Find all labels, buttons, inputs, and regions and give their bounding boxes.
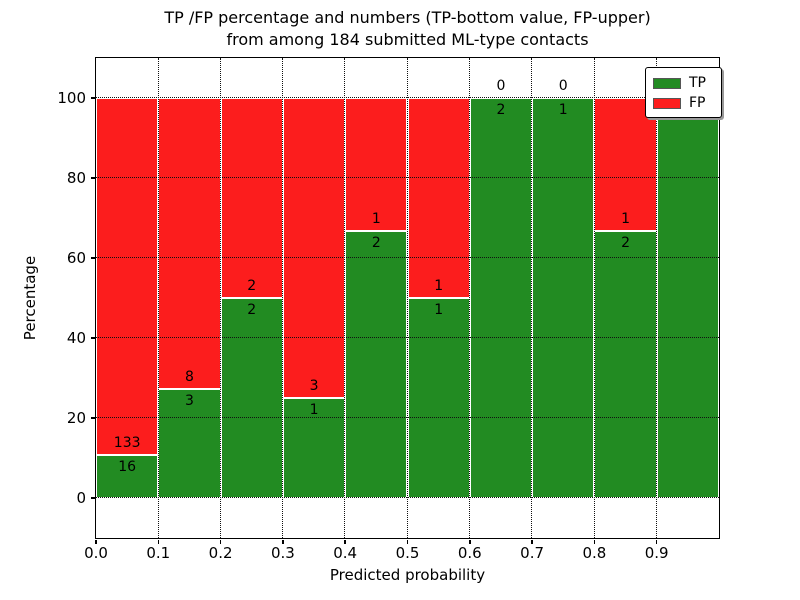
y-tick-label: 20: [66, 409, 86, 427]
x-gridline: [655, 58, 657, 538]
x-tick-label: 0.0: [84, 544, 108, 562]
x-tick-mark: [344, 539, 346, 544]
bar-segment-tp: [96, 455, 159, 498]
bar-label-tp: 2: [371, 235, 381, 252]
bar-label-fp: 1: [621, 211, 630, 228]
x-tick-mark: [469, 539, 471, 544]
bar-segment-fp: [282, 98, 346, 398]
bar-segment-fp: [220, 98, 283, 298]
x-gridline: [469, 58, 470, 538]
x-gridline: [157, 58, 159, 538]
bar-segment-tp: [532, 98, 595, 498]
x-tick-mark: [531, 539, 533, 544]
legend: TP FP: [645, 67, 722, 118]
bar-label-tp: 1: [434, 302, 444, 318]
bar-label-fp: 8: [184, 368, 194, 385]
x-tick-mark: [157, 539, 160, 544]
chart-title-line1: TP /FP percentage and numbers (TP-bottom…: [164, 8, 651, 27]
bar-segment-fp: [345, 98, 408, 232]
x-gridline: [219, 58, 221, 538]
y-tick-mark: [90, 257, 95, 259]
bar-segment-tp: [282, 398, 346, 498]
legend-label-tp: TP: [689, 75, 706, 91]
y-tick-label: 40: [66, 329, 86, 347]
y-axis-label: Percentage: [21, 255, 39, 341]
legend-item-tp: TP: [653, 73, 715, 93]
x-tick-label: 0.2: [208, 544, 233, 562]
x-axis-label: Predicted probability: [329, 566, 486, 584]
x-tick-mark: [406, 539, 409, 544]
y-tick-mark: [90, 177, 95, 179]
bar-label-tp: 2: [621, 235, 630, 252]
x-tick-label: 0.4: [333, 544, 358, 562]
bar-label-tp: 3: [184, 392, 194, 409]
bar-label-fp: 0: [558, 78, 568, 94]
x-tick-label: 0.7: [520, 544, 545, 562]
y-tick-mark: [90, 417, 95, 419]
bar-segment-tp: [469, 98, 533, 498]
bar-segment-tp: [594, 231, 657, 498]
bar-label-fp: 3: [309, 378, 319, 394]
x-gridline: [282, 58, 284, 538]
y-tick-label: 0: [76, 489, 86, 507]
bar-label-fp: 133: [113, 435, 141, 452]
x-gridline: [344, 58, 346, 538]
bar-label-fp: 0: [496, 78, 506, 94]
x-tick-mark: [219, 539, 222, 544]
bar-segment-fp: [96, 98, 159, 456]
bar-segment-tp: [220, 298, 283, 498]
bar-label-fp: 1: [434, 278, 444, 294]
bar-label-fp: 1: [371, 211, 381, 228]
chart-title-line2: from among 184 submitted ML-type contact…: [226, 30, 589, 50]
x-tick-label: 0.5: [395, 544, 420, 562]
bar-label-tp: 2: [247, 302, 257, 318]
bar-label-tp: 1: [558, 102, 568, 118]
x-gridline: [531, 58, 533, 538]
y-tick-mark: [90, 337, 95, 339]
y-tick-label: 100: [57, 89, 86, 107]
bar-label-tp: 16: [118, 459, 137, 476]
x-tick-label: 0.8: [582, 544, 607, 562]
x-tick-mark: [282, 539, 284, 544]
bar-segment-tp: [345, 231, 408, 498]
y-tick-label: 60: [66, 249, 86, 267]
legend-item-fp: FP: [653, 93, 715, 113]
bar-segment-tp: [656, 98, 719, 498]
bar-segment-fp: [158, 98, 221, 389]
chart-title: TP /FP percentage and numbers (TP-bottom…: [96, 7, 719, 51]
bar-label-fp: 2: [247, 278, 257, 294]
x-tick-mark: [593, 539, 596, 544]
x-gridline: [406, 58, 408, 538]
y-tick-mark: [90, 497, 95, 499]
x-tick-mark: [95, 539, 97, 544]
x-tick-label: 0.1: [146, 544, 171, 562]
x-tick-label: 0.6: [457, 544, 482, 562]
legend-swatch-fp-icon: [653, 97, 681, 109]
bar-label-tp: 1: [309, 402, 319, 418]
bar-segment-tp: [407, 298, 470, 498]
y-tick-mark: [90, 97, 95, 99]
legend-swatch-tp-icon: [653, 77, 681, 89]
y-tick-label: 80: [66, 169, 86, 187]
x-tick-mark: [655, 539, 658, 544]
bar-segment-fp: [407, 98, 470, 298]
x-tick-label: 0.9: [644, 544, 669, 562]
x-gridline: [593, 58, 595, 538]
plot-area: TP FP 13316832231121102011205: [96, 58, 722, 538]
x-tick-label: 0.3: [270, 544, 295, 562]
bar-label-tp: 2: [496, 102, 506, 118]
legend-label-fp: FP: [689, 95, 706, 111]
